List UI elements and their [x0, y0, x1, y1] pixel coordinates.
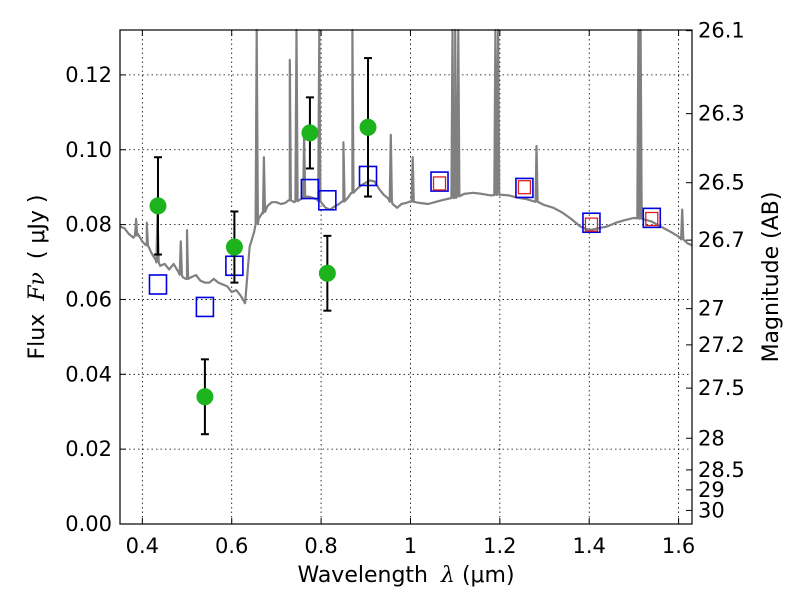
observed-point	[149, 197, 167, 215]
x-tick-label: 1.4	[573, 534, 606, 558]
y-tick-label: 0.00	[65, 512, 112, 536]
observed-point	[318, 264, 336, 282]
x-tick-label: 0.6	[215, 534, 248, 558]
y-tick-label: 0.12	[65, 63, 112, 87]
observed-point	[359, 118, 377, 136]
right-axis-label: Magnitude (AB)	[759, 192, 784, 363]
x-axis-label: Wavelength λ (μm)	[297, 563, 514, 588]
right-tick-label: 26.3	[698, 102, 745, 126]
y-tick-label: 0.06	[65, 287, 112, 311]
x-tick-label: 0.8	[304, 534, 337, 558]
right-tick-label: 27.2	[698, 333, 745, 357]
model-square-marker	[148, 274, 168, 295]
nir-square-marker	[432, 176, 447, 191]
model-square-marker	[642, 207, 662, 229]
observed-point	[225, 238, 243, 256]
y-tick-label: 0.08	[65, 213, 112, 237]
marker-layer	[148, 57, 662, 436]
right-tick-label: 29	[698, 478, 725, 502]
x-tick-label: 0.4	[126, 534, 159, 558]
model-square-marker	[300, 178, 320, 200]
right-tick-label: 27	[698, 297, 725, 321]
nir-square-marker	[584, 217, 599, 232]
x-tick-label: 1	[404, 534, 417, 558]
y-tick-label: 0.04	[65, 362, 112, 386]
nir-square-marker	[645, 211, 659, 227]
right-tick-label: 26.5	[698, 171, 745, 195]
right-tick-label: 28	[698, 426, 725, 450]
tick-layer: 0.4 0.6 0.8 1 1.2 1.4 1.6 0.00 0.02 0.04 0.06 0.08 0…	[65, 19, 745, 558]
plot-frame	[119, 29, 693, 525]
spectrum-layer	[119, 28, 693, 305]
model-square-marker	[195, 296, 215, 318]
right-tick-label: 26.7	[698, 228, 745, 252]
right-tick-label: 30	[698, 498, 725, 522]
y-tick-label: 0.10	[65, 138, 112, 162]
x-tick-label: 1.2	[483, 534, 516, 558]
y-axis-label: Flux Fν ( μJy )	[25, 194, 50, 359]
right-tick-label: 26.1	[698, 19, 745, 43]
grid-lines	[120, 30, 692, 525]
x-tick-label: 1.6	[662, 534, 695, 558]
y-tick-label: 0.02	[65, 437, 112, 461]
model-square-marker	[582, 212, 601, 234]
spectrum-line	[119, 28, 693, 305]
model-square-marker	[515, 177, 534, 199]
model-square-marker	[430, 171, 449, 192]
model-square-marker	[318, 189, 337, 211]
right-tick-label: 27.5	[698, 376, 745, 400]
observed-point	[196, 388, 214, 406]
nir-square-marker	[517, 180, 532, 195]
observed-point	[301, 124, 319, 142]
right-tick-label: 28.5	[698, 458, 745, 482]
